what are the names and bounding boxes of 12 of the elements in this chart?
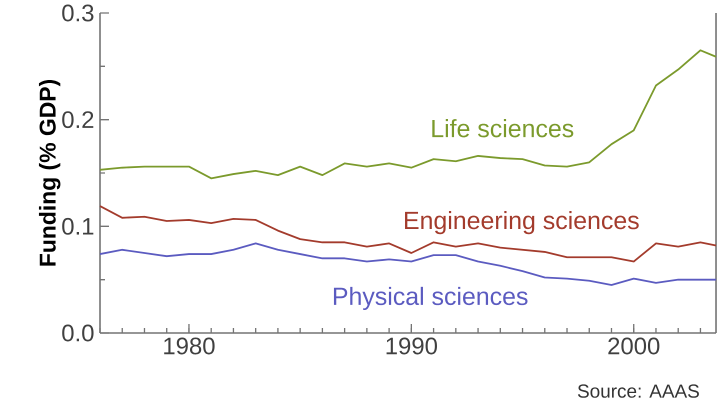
series-label: Engineering sciences — [405, 210, 639, 234]
x-tick-label: 1990 — [386, 338, 437, 354]
source-note: Source: AAAS — [578, 384, 699, 398]
y-axis-title: Funding (% GDP) — [38, 80, 60, 266]
y-tick-label: 0.2 — [62, 111, 94, 128]
y-tick-label: 0.1 — [62, 218, 94, 235]
x-tick-label: 1980 — [164, 338, 215, 354]
x-tick-label: 2000 — [608, 338, 660, 354]
y-tick-label: 0.3 — [62, 4, 94, 22]
series-label: Life sciences — [432, 119, 574, 138]
y-tick-label: 0.0 — [62, 324, 94, 342]
series-label: Physical sciences — [334, 286, 528, 310]
